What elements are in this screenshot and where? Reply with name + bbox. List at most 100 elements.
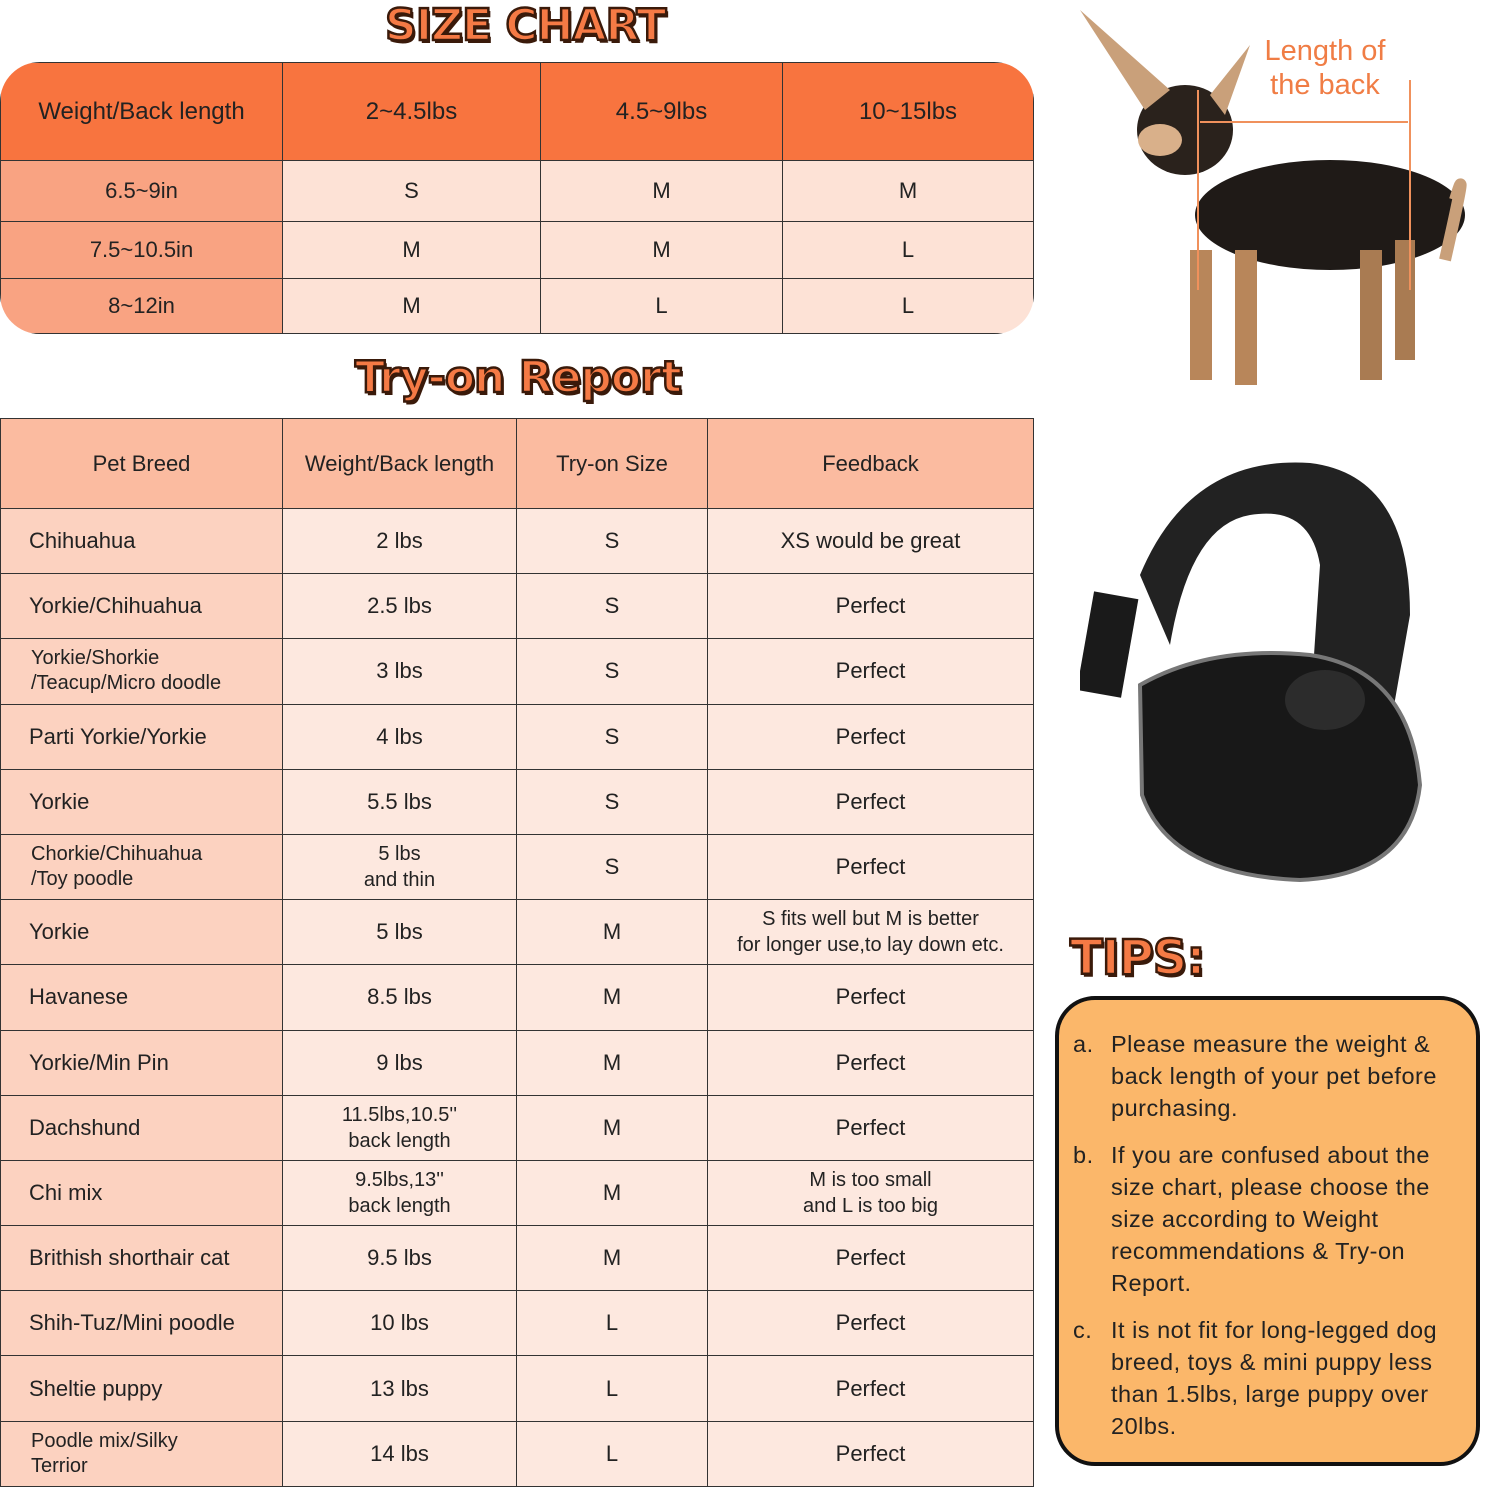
header-cell: Weight/Back length [282, 418, 517, 509]
dog-icon [1080, 10, 1467, 385]
size-cell: L [516, 1420, 708, 1487]
back-length-cell: 7.5~10.5in [0, 221, 283, 279]
feedback-cell: Perfect [707, 638, 1034, 705]
header-cell: Weight/Back length [0, 62, 283, 161]
size-cell: S [516, 507, 708, 575]
table-row: Yorkie 5 lbs M S fits well but M is better … [0, 899, 1034, 966]
size-cell: L [782, 221, 1034, 279]
feedback-cell: Perfect [707, 1225, 1034, 1292]
weight-cell: 9 lbs [282, 1029, 517, 1096]
size-cell: M [540, 221, 783, 279]
table-row: Yorkie/Shorkie /Teacup/Micro doodle 3 lbs… [0, 638, 1034, 705]
feedback-cell: Perfect [707, 833, 1034, 901]
breed-cell: Yorkie/Min Pin [0, 1029, 283, 1096]
table-row: Chi mix 9.5lbs,13'' back length M M is too … [0, 1159, 1034, 1227]
tip-text: If you are confused about the size chart… [1111, 1142, 1430, 1296]
breed-cell: Poodle mix/Silky Terrior [0, 1420, 283, 1487]
size-row: 7.5~10.5in M M L [0, 221, 1034, 279]
size-chart-title: SIZE CHART [384, 0, 668, 52]
feedback-cell: Perfect [707, 768, 1034, 835]
tip-text: It is not fit for long-legged dog breed,… [1111, 1317, 1438, 1439]
feedback-cell: Perfect [707, 1355, 1034, 1422]
size-cell: M [540, 160, 783, 222]
size-cell: S [516, 638, 708, 705]
feedback-cell: XS would be great [707, 507, 1034, 575]
breed-cell: Dachshund [0, 1094, 283, 1161]
table-row: Yorkie/Min Pin 9 lbs M Perfect [0, 1029, 1034, 1096]
weight-cell: 13 lbs [282, 1355, 517, 1422]
table-row: Sheltie puppy 13 lbs L Perfect [0, 1355, 1034, 1422]
breed-cell: Chorkie/Chihuahua /Toy poodle [0, 833, 283, 901]
tip-letter: a. [1073, 1031, 1094, 1057]
tip-letter: b. [1073, 1142, 1094, 1168]
weight-cell: 5 lbs and thin [282, 833, 517, 901]
size-cell: M [282, 278, 541, 334]
feedback-cell: Perfect [707, 1290, 1034, 1357]
feedback-cell: S fits well but M is better for longer u… [707, 899, 1034, 966]
table-row: Chihuahua 2 lbs S XS would be great [0, 507, 1034, 575]
table-row: Havanese 8.5 lbs M Perfect [0, 964, 1034, 1031]
breed-cell: Yorkie [0, 899, 283, 966]
size-cell: L [516, 1290, 708, 1357]
feedback-cell: Perfect [707, 1420, 1034, 1487]
size-cell: M [516, 964, 708, 1031]
size-cell: M [516, 899, 708, 966]
weight-cell: 5.5 lbs [282, 768, 517, 835]
weight-cell: 3 lbs [282, 638, 517, 705]
header-cell: 2~4.5lbs [282, 62, 541, 161]
back-length-cell: 6.5~9in [0, 160, 283, 222]
try-on-report-title: Try-on Report [354, 351, 683, 405]
feedback-cell: M is too small and L is too big [707, 1159, 1034, 1227]
feedback-cell: Perfect [707, 964, 1034, 1031]
tips-box: a. Please measure the weight & back lengt… [1055, 996, 1480, 1466]
table-row: Brithish shorthair cat 9.5 lbs M Perfect [0, 1225, 1034, 1292]
size-cell: S [516, 768, 708, 835]
size-cell: L [540, 278, 783, 334]
dog-measure-image [1080, 10, 1467, 385]
weight-cell: 5 lbs [282, 899, 517, 966]
size-row: 6.5~9in S M M [0, 160, 1034, 222]
weight-cell: 14 lbs [282, 1420, 517, 1487]
breed-cell: Sheltie puppy [0, 1355, 283, 1422]
header-cell: 4.5~9lbs [540, 62, 783, 161]
weight-cell: 8.5 lbs [282, 964, 517, 1031]
back-length-label: Length of the back [1264, 35, 1386, 101]
tip-item: c. It is not fit for long-legged dog bree… [1073, 1314, 1462, 1442]
weight-cell: 2 lbs [282, 507, 517, 575]
back-length-cell: 8~12in [0, 278, 283, 334]
weight-cell: 2.5 lbs [282, 573, 517, 640]
breed-cell: Chi mix [0, 1159, 283, 1227]
table-row: Parti Yorkie/Yorkie 4 lbs S Perfect [0, 703, 1034, 770]
tip-item: b. If you are confused about the size cha… [1073, 1139, 1462, 1299]
breed-cell: Yorkie/Chihuahua [0, 573, 283, 640]
table-row: Yorkie/Chihuahua 2.5 lbs S Perfect [0, 573, 1034, 640]
weight-cell: 9.5 lbs [282, 1225, 517, 1292]
tip-item: a. Please measure the weight & back lengt… [1073, 1028, 1462, 1124]
breed-cell: Chihuahua [0, 507, 283, 575]
size-cell: M [282, 221, 541, 279]
header-cell: Feedback [707, 418, 1034, 509]
weight-cell: 9.5lbs,13'' back length [282, 1159, 517, 1227]
tip-text: Please measure the weight & back length … [1111, 1031, 1437, 1121]
size-cell: S [516, 703, 708, 770]
header-cell: Pet Breed [0, 418, 283, 509]
breed-cell: Havanese [0, 964, 283, 1031]
size-cell: L [782, 278, 1034, 334]
tips-title: TIPS: [1069, 929, 1207, 988]
breed-cell: Shih-Tuz/Mini poodle [0, 1290, 283, 1357]
size-cell: M [516, 1159, 708, 1227]
size-row: 8~12in M L L [0, 278, 1034, 334]
size-cell: M [516, 1029, 708, 1096]
breed-cell: Yorkie/Shorkie /Teacup/Micro doodle [0, 638, 283, 705]
size-cell: L [516, 1355, 708, 1422]
breed-cell: Parti Yorkie/Yorkie [0, 703, 283, 770]
sling-bag-icon [1080, 462, 1423, 883]
size-chart-table: Weight/Back length 2~4.5lbs 4.5~9lbs 10~15l… [0, 62, 1034, 334]
tip-letter: c. [1073, 1317, 1093, 1343]
try-on-header: Pet Breed Weight/Back length Try-on Size Fe… [0, 418, 1034, 509]
size-chart-header: Weight/Back length 2~4.5lbs 4.5~9lbs 10~15l… [0, 62, 1034, 161]
size-cell: M [516, 1094, 708, 1161]
weight-cell: 4 lbs [282, 703, 517, 770]
weight-cell: 10 lbs [282, 1290, 517, 1357]
breed-cell: Brithish shorthair cat [0, 1225, 283, 1292]
